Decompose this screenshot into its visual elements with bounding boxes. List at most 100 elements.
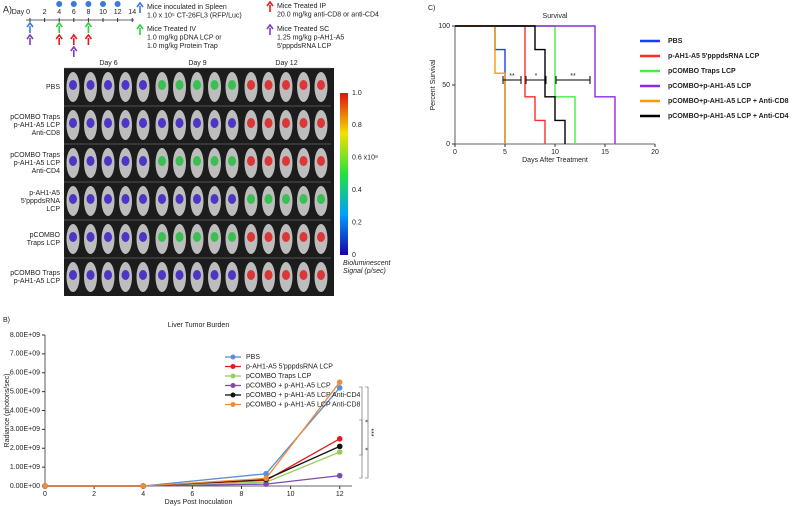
day-label: Day 9 (188, 60, 206, 67)
signal (299, 194, 308, 204)
signal (121, 232, 130, 242)
arrow (70, 33, 78, 45)
data-point (140, 483, 147, 489)
panel-label: B) (3, 317, 10, 324)
data-point (336, 449, 343, 455)
survival-curve (455, 25, 506, 144)
colorbar-caption: Signal (p/sec) (343, 268, 386, 275)
signal (264, 118, 273, 128)
survival-curve (455, 25, 576, 144)
signal (104, 118, 112, 128)
signal (282, 232, 290, 242)
data-point (42, 483, 48, 489)
injection-icon (56, 1, 63, 7)
x-axis-title: Days After Treatment (522, 157, 588, 164)
y-tick-label: 100 (438, 23, 450, 30)
colorbar-label: 1.0 (352, 90, 362, 97)
row-label: pCOMBO Traps (10, 152, 60, 159)
signal (158, 270, 166, 280)
signal (69, 156, 77, 166)
signal (139, 156, 147, 166)
signal (86, 194, 95, 204)
legend-marker (230, 364, 236, 369)
y-tick-label: 1.00E+09 (10, 464, 40, 471)
x-tick-label: 15 (601, 149, 609, 156)
legend-label: p-AH1-A5 5'pppdsRNA LCP (246, 363, 333, 370)
signal (158, 194, 166, 204)
legend-marker (230, 373, 236, 379)
colorbar-label: 0.6 x10⁸ (352, 155, 378, 162)
legend-label: pCOMBO+p-AH1-A5 LCP (668, 83, 751, 90)
timeline-label: Day 0 (12, 9, 30, 16)
signal (210, 232, 219, 242)
signal (139, 232, 147, 242)
survival-curve (455, 25, 506, 144)
legend-text: 1.0 mg/kg Protein Trap (147, 43, 218, 50)
x-tick-label: 10 (551, 149, 559, 156)
colorbar-label: 0.2 (352, 219, 362, 226)
x-tick-label: 0 (453, 149, 457, 156)
panel-label: C) (428, 5, 435, 12)
signal (104, 80, 112, 90)
signal (121, 270, 130, 280)
legend-text: 1.0 mg/kg pDNA LCP or (147, 34, 222, 41)
y-tick-label: 50 (442, 82, 450, 89)
data-point (336, 385, 343, 391)
legend-text: Mice Treated IP (277, 3, 326, 10)
x-tick-label: 12 (336, 491, 344, 498)
legend-text: Mice Treated SC (277, 26, 329, 33)
signal (282, 270, 290, 280)
sig-bracket (359, 419, 363, 479)
sig-label: * (361, 448, 368, 451)
series-line (45, 438, 341, 487)
row-label: p-AH1-A5 LCP (14, 122, 61, 129)
row-label: 5'pppdsRNA (21, 198, 60, 205)
x-tick-label: 10 (287, 491, 295, 498)
y-tick-label: 2.00E+09 (10, 445, 40, 452)
signal (247, 270, 255, 280)
signal (69, 270, 77, 280)
sig-label: * (535, 73, 538, 80)
signal (193, 80, 201, 90)
sig-label: ** (570, 73, 576, 80)
signal (86, 80, 95, 90)
sig-bracket (502, 76, 522, 84)
x-tick-label: 20 (651, 149, 659, 156)
injection-icon (114, 1, 121, 7)
signal (228, 80, 236, 90)
signal (299, 270, 308, 280)
signal (317, 156, 325, 166)
signal (86, 232, 95, 242)
signal (175, 80, 184, 90)
y-tick-label: 6.00E+09 (10, 370, 40, 377)
row-label: Anti-CD4 (32, 168, 61, 175)
signal (228, 232, 236, 242)
y-axis-title: Radiance (photons/sec) (4, 374, 11, 448)
survival-curve (455, 25, 546, 144)
legend-text: Mice inoculated in Spleen (147, 4, 227, 11)
signal (210, 194, 219, 204)
sig-label: ** (509, 73, 515, 80)
legend-text: 20.0 mg/kg anti-CD8 or anti-CD4 (277, 11, 379, 18)
timeline-label: 2 (43, 9, 47, 16)
data-point (336, 472, 343, 479)
signal (264, 194, 273, 204)
signal (158, 118, 166, 128)
legend-text: Mice Treated IV (147, 26, 196, 33)
colorbar (340, 93, 348, 255)
legend-arrow (266, 0, 274, 12)
colorbar-label: 0.8 (352, 122, 362, 129)
signal (247, 194, 255, 204)
x-tick-label: 6 (190, 491, 194, 498)
injection-icon (70, 1, 77, 7)
signal (247, 118, 255, 128)
row-label: p-AH1-A5 LCP (14, 278, 61, 285)
signal (210, 118, 219, 128)
data-point (336, 436, 343, 442)
sig-label: * (361, 420, 368, 423)
data-point (263, 481, 269, 487)
signal (317, 232, 325, 242)
day-label: Day 6 (99, 60, 117, 67)
signal (139, 118, 147, 128)
signal (69, 118, 77, 128)
